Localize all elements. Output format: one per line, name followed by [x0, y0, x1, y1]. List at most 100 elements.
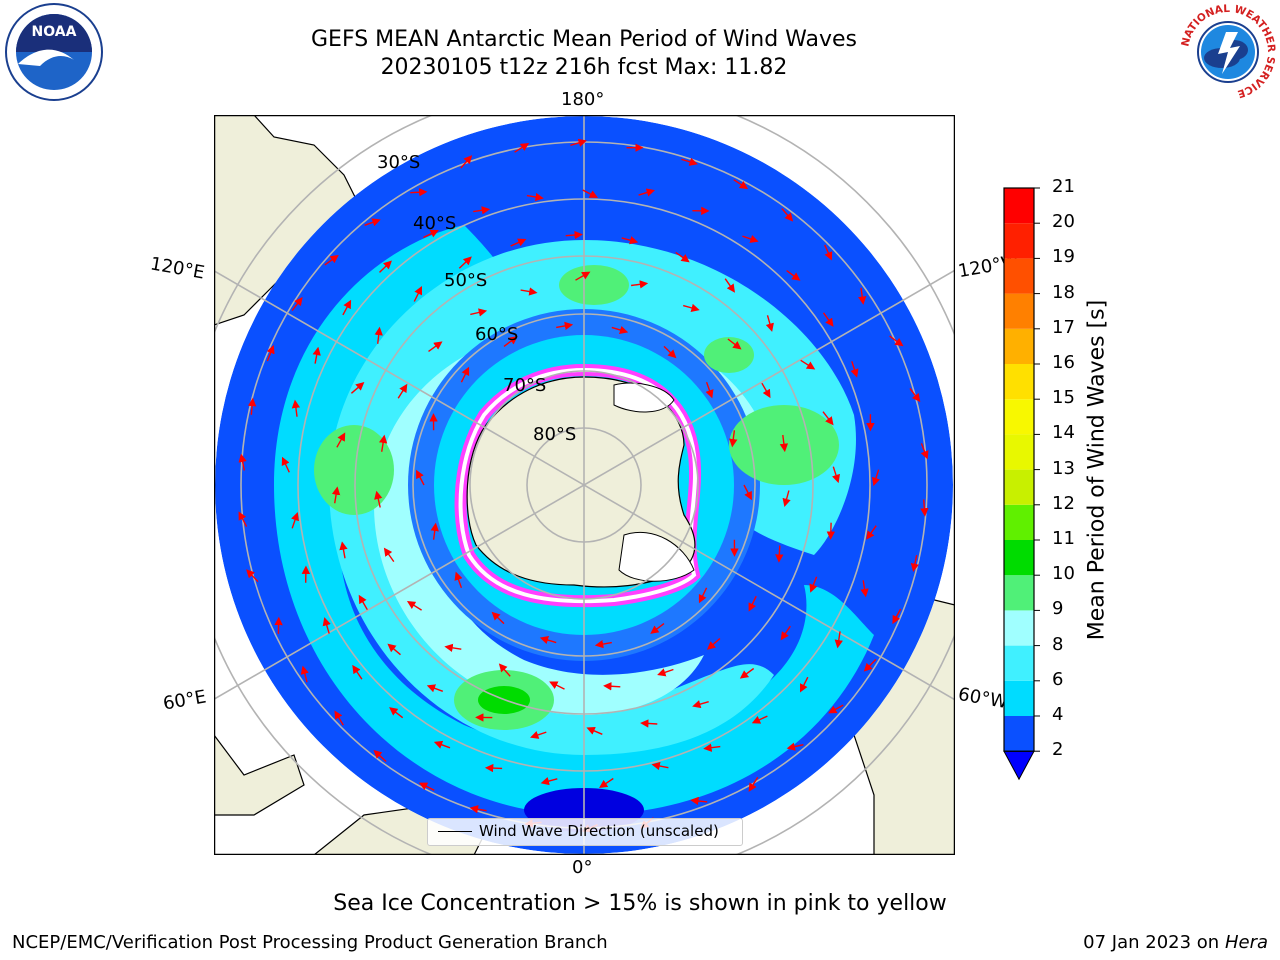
noaa-logo-text: NOAA: [32, 24, 77, 40]
map-legend: Wind Wave Direction (unscaled): [427, 818, 743, 846]
colorbar-tick-label: 13: [1052, 457, 1075, 479]
lon-label-180: 180°: [561, 89, 605, 110]
wave-direction-arrow: [387, 643, 401, 656]
wave-direction-arrow: [706, 637, 721, 650]
wave-direction-arrow: [651, 761, 669, 771]
wave-direction-arrow: [809, 576, 818, 593]
wave-direction-arrow: [575, 271, 591, 281]
lat-label-40s: 40°S: [413, 213, 457, 234]
sea-ice-note: Sea Ice Concentration > 15% is shown in …: [333, 891, 947, 916]
colorbar-segment: [1004, 434, 1034, 470]
wave-direction-arrow: [383, 547, 395, 563]
wave-direction-arrow: [374, 490, 383, 508]
wave-direction-arrow: [733, 179, 749, 190]
lat-label-80s: 80°S: [533, 424, 577, 445]
lon-label-60e: 60°E: [161, 686, 208, 715]
wave-direction-arrow: [364, 218, 381, 227]
footer-date-text: 07 Jan 2023 on: [1083, 932, 1225, 953]
wave-direction-arrow: [892, 608, 902, 625]
wave-direction-arrow: [782, 490, 791, 508]
wave-direction-arrow: [765, 315, 774, 332]
wave-direction-arrow: [291, 399, 301, 417]
wave-direction-arrow: [291, 296, 303, 312]
wave-direction-arrow: [739, 667, 755, 679]
wave-direction-arrow: [339, 541, 348, 559]
wave-direction-arrow: [650, 623, 665, 634]
colorbar-segment: [1004, 504, 1034, 540]
wave-direction-arrow: [866, 525, 877, 540]
lat-label-50s: 50°S: [444, 270, 488, 291]
wave-direction-arrow: [526, 192, 544, 202]
colorbar-segment: [1004, 364, 1034, 400]
wave-direction-arrow: [334, 710, 344, 726]
lat-label-60s: 60°S: [475, 324, 519, 345]
noaa-logo: NOAA: [5, 3, 103, 101]
colorbar-tick-label: 15: [1052, 387, 1075, 409]
wave-direction-arrow: [246, 569, 259, 583]
wave-direction-arrow: [621, 236, 639, 245]
wave-direction-arrow: [909, 387, 921, 403]
wave-direction-arrow: [799, 676, 809, 693]
colorbar-segment: [1004, 188, 1034, 224]
wave-direction-arrow: [300, 665, 309, 683]
wave-direction-arrow: [748, 776, 759, 792]
colorbar-tick-label: 18: [1052, 281, 1075, 303]
wave-direction-arrow: [657, 668, 674, 677]
colorbar-tick-label: 14: [1052, 422, 1075, 444]
wave-direction-arrow: [350, 382, 365, 394]
wave-direction-arrow: [352, 664, 363, 680]
lon-label-0: 0°: [572, 857, 593, 878]
wave-direction-arrow: [530, 730, 547, 739]
wave-direction-arrow: [470, 308, 488, 317]
wave-direction-arrow: [675, 251, 690, 263]
wave-direction-arrow: [418, 782, 435, 791]
legend-line-sample: [438, 831, 472, 832]
wave-direction-arrow: [832, 466, 841, 484]
wave-direction-arrow: [374, 326, 383, 344]
wave-direction-arrow: [586, 726, 603, 735]
colorbar-tick-label: 9: [1052, 598, 1064, 620]
colorbar-tick-label: 19: [1052, 246, 1075, 268]
colorbar-segment: [1004, 399, 1034, 435]
wave-direction-arrow: [460, 155, 473, 169]
wave-direction-arrow: [358, 594, 368, 611]
wave-direction-arrow: [413, 286, 422, 302]
wave-direction-arrow: [698, 587, 708, 604]
wave-direction-arrow: [458, 256, 472, 269]
wave-direction-arrow: [331, 486, 341, 504]
wave-direction-arrow: [779, 434, 789, 453]
wave-direction-arrow: [498, 663, 511, 677]
wave-direction-arrow: [336, 432, 346, 448]
wave-direction-arrow: [469, 805, 487, 814]
colorbar-segment: [1004, 258, 1034, 294]
wave-direction-arrow: [540, 777, 558, 786]
wave-direction-arrow: [266, 344, 275, 362]
colorbar-segment: [1004, 680, 1034, 716]
wave-direction-arrow: [858, 287, 867, 305]
wave-direction-arrow: [454, 571, 463, 589]
wave-direction-arrow: [705, 381, 714, 399]
wave-direction-arrow: [378, 434, 388, 452]
wave-direction-arrow: [491, 611, 505, 625]
wave-direction-arrow: [860, 580, 869, 598]
wave-direction-arrow: [828, 704, 844, 714]
wave-direction-arrow: [748, 595, 757, 612]
wave-direction-arrow: [800, 359, 816, 370]
colorbar-tick-label: 21: [1052, 176, 1075, 197]
wave-direction-arrow: [406, 600, 422, 611]
colorbar-segment: [1004, 293, 1034, 329]
colorbar-extend-triangle: [1003, 750, 1035, 781]
wave-direction-arrow: [850, 361, 859, 378]
polar-map: [214, 115, 955, 855]
wave-direction-arrow: [751, 715, 768, 724]
wave-direction-arrow: [460, 366, 470, 383]
colorbar-tick-label: 12: [1052, 492, 1075, 514]
colorbar-segment: [1004, 645, 1034, 681]
wave-direction-arrow: [582, 189, 599, 198]
wave-direction-arrow: [692, 700, 709, 709]
wave-direction-arrow: [599, 777, 614, 789]
colorbar-tick-label: 17: [1052, 316, 1075, 338]
wave-direction-arrow: [640, 719, 658, 728]
wave-direction-arrow: [238, 511, 248, 527]
wave-direction-arrow: [342, 299, 352, 316]
